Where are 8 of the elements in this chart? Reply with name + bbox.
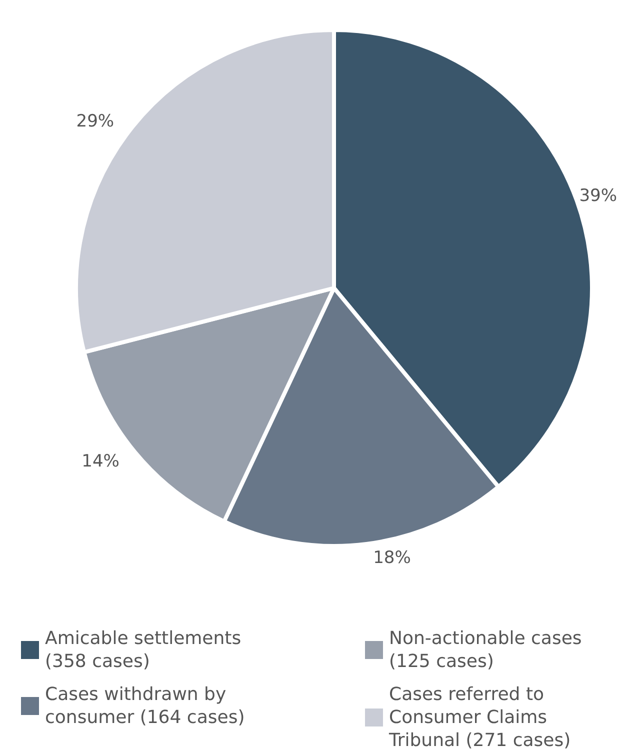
data-label: 14% bbox=[82, 451, 120, 472]
legend-label: Cases referred to Consumer Claims Tribunal (271 cases) bbox=[388, 684, 571, 751]
legend-label: Cases withdrawn by consumer (164 cases) bbox=[45, 684, 245, 728]
legend-label: Non-actionable cases (125 cases) bbox=[389, 628, 588, 672]
data-label: 18% bbox=[373, 548, 411, 568]
data-label: 29% bbox=[76, 111, 114, 132]
legend-label: Amicable settlements (358 cases) bbox=[45, 628, 247, 672]
data-label: 39% bbox=[579, 186, 618, 206]
